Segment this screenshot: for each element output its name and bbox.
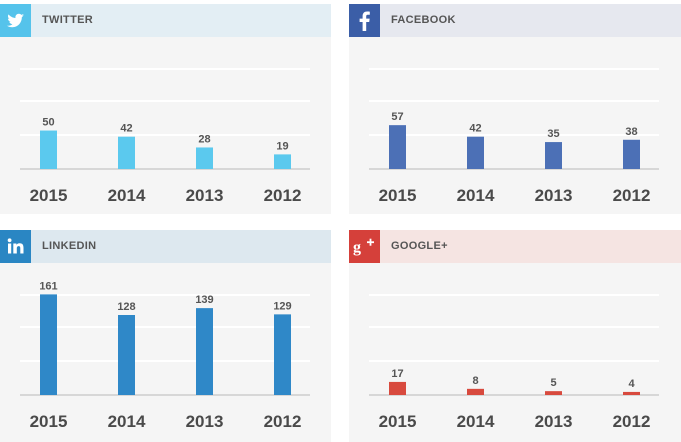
bar-value-label: 50 [42, 117, 54, 129]
bar [623, 139, 640, 169]
googleplus-panel: g GOOGLE+ 17 2015 8 2014 5 2013 4 2012 [349, 230, 681, 442]
bar-value-label: 139 [195, 294, 213, 306]
bar-value-label: 38 [625, 126, 637, 138]
bar-value-label: 35 [547, 128, 559, 140]
svg-text:g: g [353, 239, 361, 256]
twitter-header: TWITTER [0, 4, 331, 37]
linkedin-title: LINKEDIN [42, 240, 97, 252]
bar-value-label: 161 [39, 280, 57, 292]
bar [40, 294, 57, 395]
linkedin-panel: LINKEDIN 161 2015 128 2014 139 2013 129 2012 [0, 230, 331, 442]
twitter-title: TWITTER [42, 14, 93, 26]
facebook-f-icon [349, 4, 380, 37]
bar-value-label: 57 [391, 111, 403, 123]
year-tick-label: 2013 [535, 412, 573, 431]
bar-value-label: 42 [120, 123, 132, 135]
year-tick-label: 2015 [379, 186, 417, 205]
year-tick-label: 2015 [379, 412, 417, 431]
twitter-chart: 50 2015 42 2014 28 2013 19 2012 [20, 68, 310, 205]
bar [274, 154, 291, 169]
year-tick-label: 2014 [457, 412, 495, 431]
bar [196, 147, 213, 169]
linkedin-header: LINKEDIN [0, 230, 331, 263]
facebook-title: FACEBOOK [391, 14, 456, 26]
year-tick-label: 2012 [613, 412, 651, 431]
bar [196, 308, 213, 395]
bar [118, 136, 135, 169]
bar [389, 125, 406, 169]
twitter-bird-icon [0, 4, 31, 37]
googleplus-title: GOOGLE+ [391, 240, 448, 252]
bar-value-label: 28 [198, 133, 210, 145]
year-tick-label: 2014 [457, 186, 495, 205]
year-tick-label: 2014 [108, 412, 146, 431]
googleplus-header: g GOOGLE+ [349, 230, 681, 263]
year-tick-label: 2014 [108, 186, 146, 205]
year-tick-label: 2015 [30, 412, 68, 431]
facebook-panel: FACEBOOK 57 2015 42 2014 35 2013 38 2012 [349, 4, 681, 214]
bar-value-label: 17 [391, 368, 403, 380]
bar-value-label: 4 [628, 378, 635, 390]
bar-value-label: 129 [273, 300, 291, 312]
bar [623, 391, 640, 395]
year-tick-label: 2013 [186, 186, 224, 205]
googleplus-chart: 17 2015 8 2014 5 2013 4 2012 [369, 294, 659, 431]
bar [274, 314, 291, 395]
bar [545, 391, 562, 395]
bar-value-label: 8 [472, 375, 478, 387]
bar-value-label: 42 [469, 123, 481, 135]
facebook-header: FACEBOOK [349, 4, 681, 37]
bar-value-label: 128 [117, 301, 135, 313]
bar [467, 136, 484, 169]
bar-value-label: 19 [276, 140, 288, 152]
bar [118, 315, 135, 395]
year-tick-label: 2015 [30, 186, 68, 205]
year-tick-label: 2012 [613, 186, 651, 205]
linkedin-chart: 161 2015 128 2014 139 2013 129 2012 [20, 280, 310, 431]
year-tick-label: 2012 [264, 412, 302, 431]
bar [389, 381, 406, 395]
year-tick-label: 2012 [264, 186, 302, 205]
bar [467, 388, 484, 395]
bar [545, 142, 562, 169]
bar-value-label: 5 [550, 377, 556, 389]
year-tick-label: 2013 [535, 186, 573, 205]
year-tick-label: 2013 [186, 412, 224, 431]
twitter-panel: TWITTER 50 2015 42 2014 28 2013 19 2012 [0, 4, 331, 214]
bar [40, 130, 57, 169]
facebook-chart: 57 2015 42 2014 35 2013 38 2012 [369, 68, 659, 205]
google-plus-icon: g [349, 230, 380, 263]
linkedin-in-icon [0, 230, 31, 263]
